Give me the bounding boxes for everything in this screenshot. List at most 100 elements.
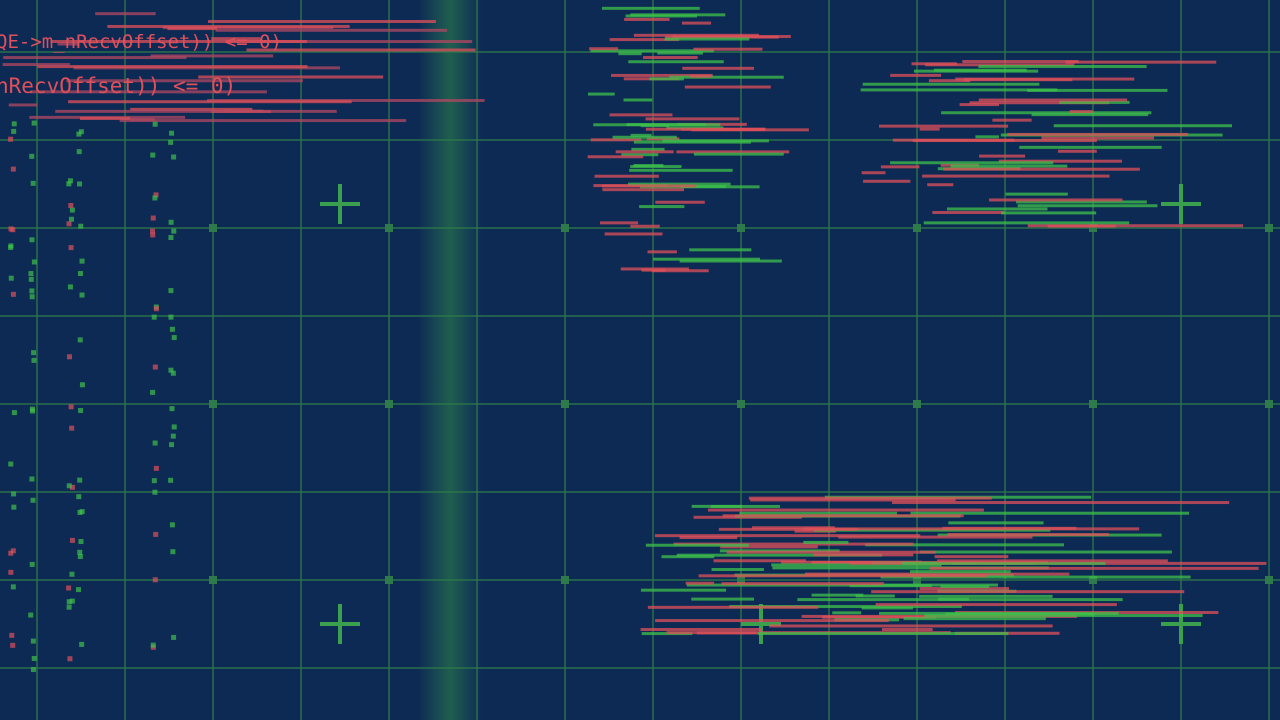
code-smudge — [910, 511, 1190, 515]
code-dot — [69, 537, 75, 543]
code-smudge — [628, 60, 724, 64]
grid-node — [737, 224, 745, 232]
code-dot — [69, 571, 75, 577]
grid-node — [913, 576, 921, 584]
code-smudge — [934, 555, 1009, 559]
code-smudge — [8, 103, 38, 107]
code-smudge — [693, 152, 784, 156]
code-smudge — [932, 211, 1005, 215]
code-smudge — [3, 56, 187, 60]
glow-band — [418, 0, 482, 720]
grid-node — [913, 224, 921, 232]
code-smudge — [757, 632, 1009, 636]
code-dot — [168, 367, 174, 373]
grid-node — [385, 400, 393, 408]
code-smudge — [679, 259, 782, 263]
code-smudge — [623, 98, 653, 102]
code-smudge — [804, 572, 1070, 576]
code-dot — [66, 354, 72, 360]
code-smudge — [713, 559, 806, 563]
code-dot — [77, 553, 83, 559]
code-dot — [153, 192, 159, 198]
code-smudge — [150, 54, 274, 58]
code-dot — [171, 424, 177, 430]
code-smudge — [669, 75, 784, 79]
code-smudge — [919, 127, 940, 131]
code-smudge — [95, 12, 156, 16]
code-smudge — [711, 568, 764, 572]
code-smudge — [718, 527, 858, 531]
code-smudge — [676, 553, 883, 557]
code-smudge — [37, 65, 308, 69]
code-dot — [11, 410, 17, 416]
code-smudge — [167, 27, 218, 31]
code-dot — [78, 407, 84, 413]
code-smudge — [1027, 224, 1244, 228]
code-dot — [11, 504, 17, 510]
code-smudge — [909, 570, 1011, 574]
code-dot — [152, 440, 158, 446]
code-dot — [31, 350, 37, 356]
code-smudge — [630, 133, 652, 137]
code-smudge — [653, 257, 761, 261]
code-dot — [66, 585, 72, 591]
code-smudge — [863, 179, 911, 183]
code-dot — [67, 284, 73, 290]
code-smudge — [665, 35, 779, 39]
code-smudge — [860, 88, 1058, 92]
code-smudge — [646, 137, 680, 141]
grid-node — [209, 400, 217, 408]
code-dot — [31, 655, 37, 661]
code-smudge — [655, 619, 889, 623]
grid-node — [1089, 400, 1097, 408]
code-smudge — [647, 250, 677, 254]
code-smudge — [1041, 136, 1155, 140]
code-smudge — [590, 138, 642, 142]
code-dot — [10, 166, 16, 172]
code-smudge — [992, 118, 1032, 122]
code-smudge — [633, 140, 751, 144]
code-smudge — [649, 77, 684, 81]
code-smudge — [588, 92, 615, 96]
code-smudge — [948, 521, 1044, 525]
code-smudge — [946, 207, 1048, 211]
code-smudge — [710, 504, 780, 508]
code-smudge — [601, 184, 697, 188]
code-dot — [10, 227, 16, 233]
code-smudge — [604, 232, 663, 236]
code-dot — [69, 484, 75, 490]
code-smudge — [881, 628, 933, 632]
code-smudge — [119, 119, 407, 123]
code-smudge — [645, 117, 740, 121]
code-smudge — [729, 605, 962, 609]
code-smudge — [689, 248, 752, 252]
grid-node — [561, 224, 569, 232]
code-smudge — [950, 164, 1068, 168]
grid-node — [737, 576, 745, 584]
code-smudge — [880, 575, 1191, 579]
code-dot — [66, 604, 72, 610]
grid-node — [385, 576, 393, 584]
grid-node — [1089, 224, 1097, 232]
code-smudge — [1016, 200, 1147, 204]
code-smudge — [652, 269, 709, 273]
code-smudge — [693, 47, 763, 51]
code-smudge — [629, 168, 733, 172]
code-dot — [9, 632, 15, 638]
code-smudge — [590, 49, 714, 53]
code-dot — [68, 216, 74, 222]
code-smudge — [594, 174, 659, 178]
code-smudge — [647, 605, 819, 609]
code-smudge — [1065, 60, 1217, 64]
code-dot — [77, 549, 83, 555]
code-dot — [150, 152, 156, 158]
code-smudge — [1031, 113, 1149, 117]
code-dot — [78, 539, 84, 545]
code-smudge — [690, 74, 711, 78]
code-dot — [29, 237, 35, 243]
code-smudge — [911, 62, 958, 66]
code-smudge — [609, 113, 673, 117]
code-dot — [152, 364, 158, 370]
code-dot — [77, 477, 83, 483]
code-smudge — [50, 39, 307, 43]
